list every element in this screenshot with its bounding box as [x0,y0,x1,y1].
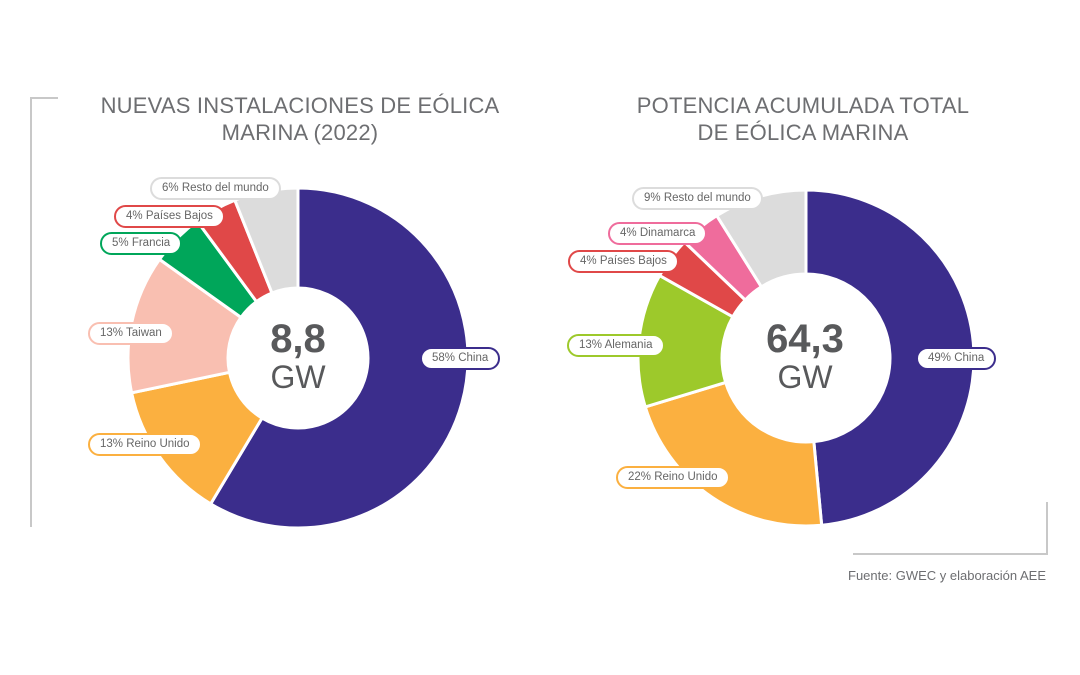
slice-label: 4% Dinamarca [608,222,708,245]
slice-label: 6% Resto del mundo [150,177,281,200]
center-unit: GW [270,359,326,395]
donut-slice-china [804,188,976,527]
frame-left-top [30,97,58,99]
center-total-right: 64,3 GW [735,318,875,394]
frame-right-vertical [1046,502,1048,555]
title-line: POTENCIA ACUMULADA TOTAL [636,93,970,118]
center-value: 64,3 [766,317,844,361]
center-total-left: 8,8 GW [238,318,358,394]
title-line: NUEVAS INSTALACIONES DE EÓLICA [100,93,500,118]
frame-right-bottom [853,553,1048,555]
slice-label: 4% Países Bajos [568,250,679,273]
donut-slice-reino-unido [643,380,824,528]
title-line: DE EÓLICA MARINA [697,120,909,145]
center-unit: GW [777,359,833,395]
source-note: Fuente: GWEC y elaboración AEE [848,568,1046,583]
slice-label: 5% Francia [100,232,183,255]
slice-label: 9% Resto del mundo [632,187,763,210]
slice-label: 4% Países Bajos [114,205,225,228]
donut-slice-china [208,186,470,530]
slice-label: 49% China [916,347,997,370]
slice-label: 13% Alemania [567,334,665,357]
title-line: MARINA (2022) [221,120,379,145]
center-value: 8,8 [270,317,326,361]
frame-left-vertical [30,97,32,527]
slice-label: 22% Reino Unido [616,466,730,489]
slice-label: 13% Taiwan [88,322,174,345]
slice-label: 13% Reino Unido [88,433,202,456]
chart-title-right: POTENCIA ACUMULADA TOTAL DE EÓLICA MARIN… [583,92,1023,146]
chart-title-left: NUEVAS INSTALACIONES DE EÓLICA MARINA (2… [80,92,520,146]
slice-label: 58% China [420,347,501,370]
